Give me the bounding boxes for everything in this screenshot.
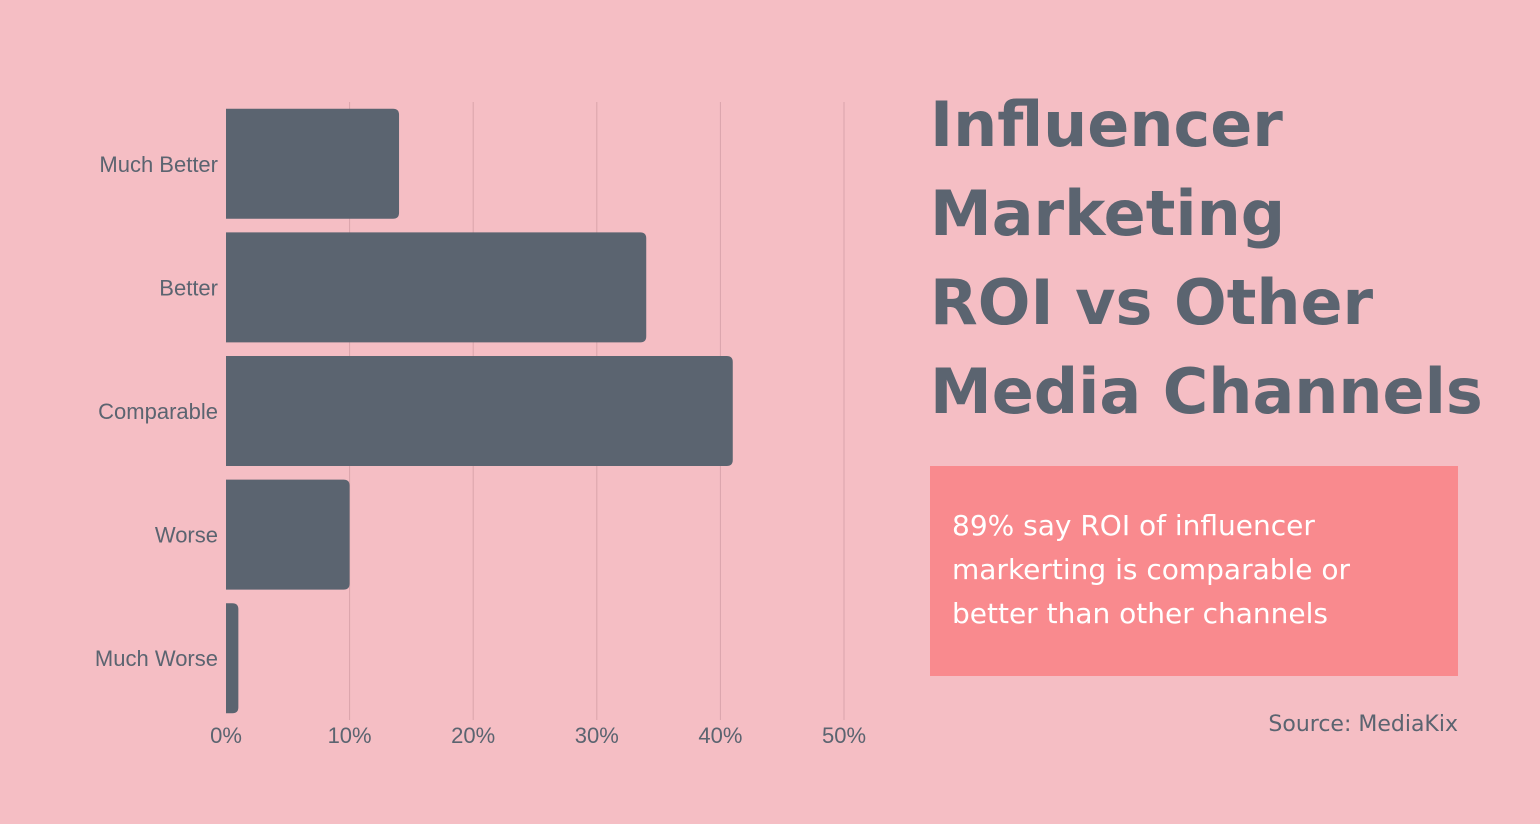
x-tick-label: 50%	[822, 723, 866, 748]
callout-box: 89% say ROI of influencer markerting is …	[930, 466, 1458, 676]
x-tick-label: 20%	[451, 723, 495, 748]
bar-worse	[226, 479, 350, 590]
title-line-3: ROI vs Other	[930, 266, 1374, 339]
callout-line-2: markerting is comparable or	[952, 553, 1351, 586]
x-tick-label: 10%	[328, 723, 372, 748]
bar-comparable	[226, 356, 733, 466]
x-tick-label: 30%	[575, 723, 619, 748]
category-label: Much Better	[99, 152, 218, 177]
category-label: Better	[159, 275, 218, 300]
source-label: Source: MediaKix	[1268, 712, 1458, 737]
x-tick-label: 0%	[210, 723, 242, 748]
category-label: Much Worse	[95, 646, 218, 671]
bar-much-worse	[226, 603, 239, 714]
title-line-4: Media Channels	[930, 355, 1483, 428]
callout-line-3: better than other channels	[952, 597, 1329, 630]
title-line-1: Influencer	[930, 88, 1283, 161]
x-tick-label: 40%	[698, 723, 742, 748]
bar-much-better	[226, 108, 400, 219]
bar-chart: 0% 10% 20% 30% 40% 50% Much Better Better Compar…	[95, 102, 866, 748]
title-line-2: Marketing	[930, 177, 1286, 250]
category-label: Worse	[155, 523, 218, 548]
bar-better	[226, 232, 647, 343]
category-label: Comparable	[98, 399, 218, 424]
callout-line-1: 89% say ROI of influencer	[952, 509, 1315, 542]
